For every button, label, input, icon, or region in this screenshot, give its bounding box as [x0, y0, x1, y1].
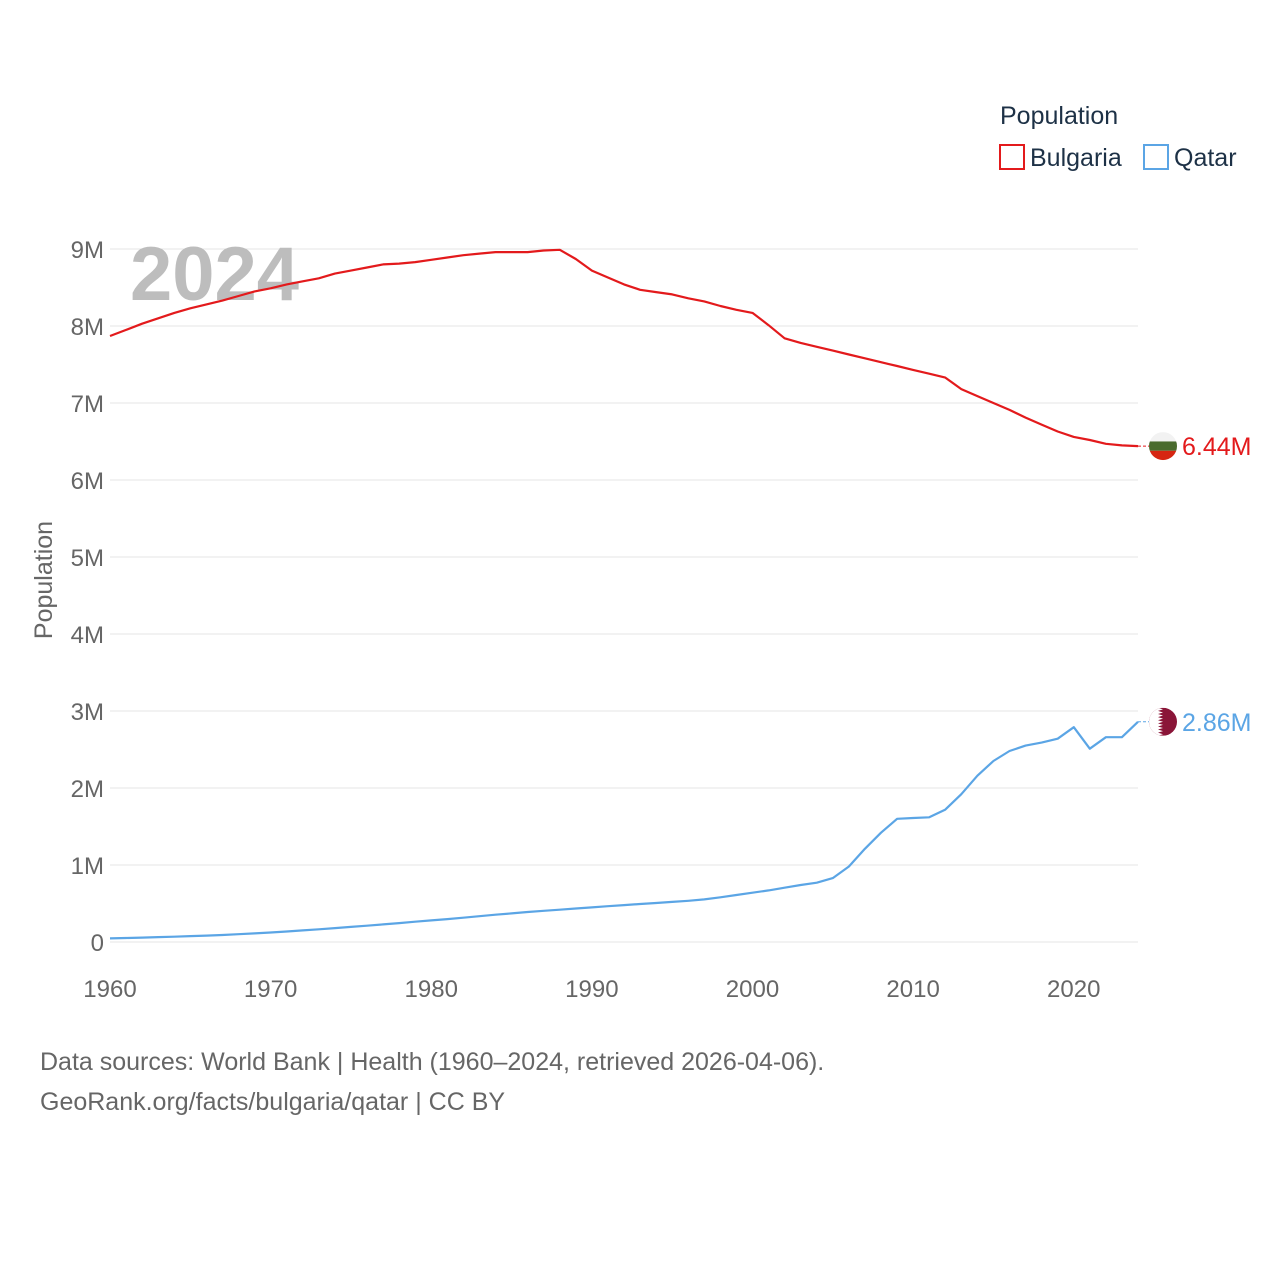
x-tick-label: 1970 — [244, 976, 297, 1003]
end-value-label-bulgaria: 6.44M — [1182, 433, 1251, 461]
x-tick-label: 2000 — [726, 976, 779, 1003]
y-tick-label: 5M — [71, 545, 104, 572]
bulgaria-flag-icon — [1149, 432, 1177, 461]
x-tick-label: 2010 — [886, 976, 939, 1003]
legend-item-qatar[interactable]: Qatar — [1143, 144, 1237, 172]
population-line-chart: 2024 0 1M 2M 3M 4M 5M 6M 7M 8M 9M 1960 1970 1980 199… — [30, 102, 1251, 1003]
series-line-bulgaria — [109, 248, 1139, 448]
year-watermark: 2024 — [130, 232, 299, 317]
legend-label-qatar: Qatar — [1174, 144, 1237, 172]
y-tick-label: 6M — [71, 468, 104, 495]
legend-item-bulgaria[interactable]: Bulgaria — [999, 144, 1122, 172]
y-tick-label: 8M — [71, 314, 104, 341]
y-tick-label: 9M — [71, 237, 104, 264]
legend-swatch-bulgaria — [999, 144, 1025, 170]
legend-label-bulgaria: Bulgaria — [1030, 144, 1122, 172]
y-tick-label: 3M — [71, 699, 104, 726]
series-lines — [109, 248, 1139, 940]
x-tick-label: 1980 — [405, 976, 458, 1003]
x-tick-label: 1960 — [83, 976, 136, 1003]
legend: Population Bulgaria Qatar — [999, 102, 1237, 172]
y-axis-ticks: 0 1M 2M 3M 4M 5M 6M 7M 8M 9M — [71, 237, 104, 957]
x-tick-label: 1990 — [565, 976, 618, 1003]
legend-swatch-qatar — [1143, 144, 1169, 170]
y-tick-label: 1M — [71, 853, 104, 880]
x-axis-ticks: 1960 1970 1980 1990 2000 2010 2020 — [83, 976, 1100, 1003]
y-axis-label: Population — [30, 521, 58, 639]
qatar-flag-icon — [1149, 707, 1177, 736]
end-value-label-qatar: 2.86M — [1182, 709, 1251, 737]
attribution-link[interactable]: GeoRank.org/facts/bulgaria/qatar | CC BY — [40, 1088, 506, 1116]
legend-title: Population — [1000, 102, 1118, 130]
series-line-qatar — [109, 721, 1139, 940]
footer: Data sources: World Bank | Health (1960–… — [40, 1042, 824, 1122]
y-tick-label: 4M — [71, 622, 104, 649]
gridlines — [110, 248, 1138, 943]
y-tick-label: 0 — [91, 930, 104, 957]
y-tick-label: 7M — [71, 391, 104, 418]
x-tick-label: 2020 — [1047, 976, 1100, 1003]
data-sources-note: Data sources: World Bank | Health (1960–… — [40, 1048, 825, 1076]
series-end-markers: 6.44M 2.86M — [1138, 432, 1251, 737]
y-tick-label: 2M — [71, 776, 104, 803]
